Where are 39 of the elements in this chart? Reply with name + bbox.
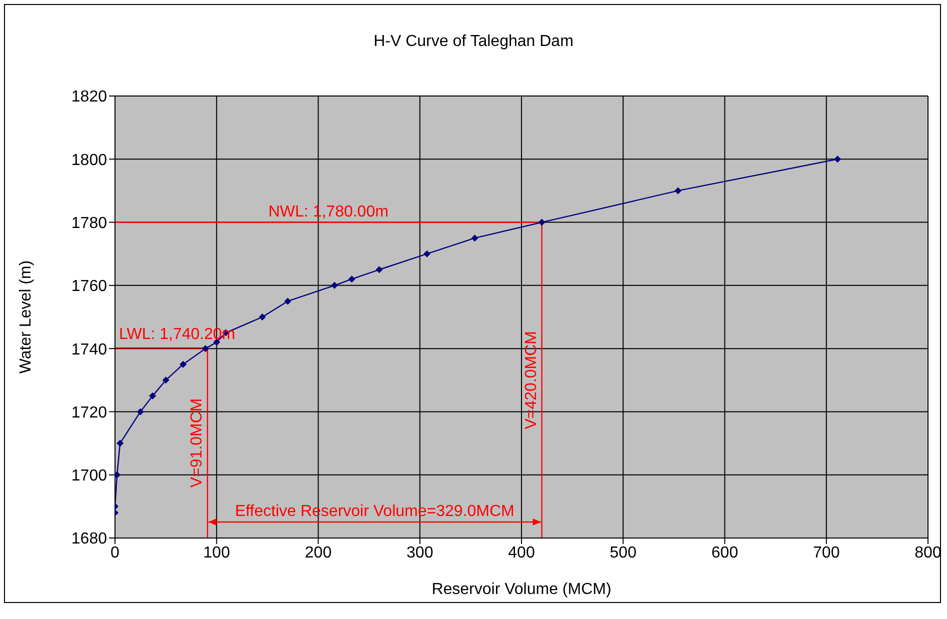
point: [180, 360, 187, 368]
point: [471, 234, 478, 242]
x-tick-label: 600: [711, 544, 738, 562]
x-tick-label: 300: [406, 544, 434, 562]
x-tick-label: 700: [813, 544, 840, 562]
point: [162, 376, 170, 384]
chart-title: H-V Curve of Taleghan Dam: [372, 33, 574, 51]
point: [376, 266, 383, 274]
x-tick-label: 100: [203, 544, 230, 562]
point: [136, 408, 144, 416]
point: [423, 250, 430, 258]
x-tick-label: 800: [914, 544, 942, 562]
ref-line-label: V=91.0MCM: [188, 398, 206, 488]
y-tick-label: 1740: [71, 341, 108, 358]
x-tick-label: 0: [110, 544, 120, 562]
x-tick-label: 200: [304, 544, 332, 562]
point: [202, 345, 209, 352]
point: [348, 276, 356, 283]
point: [834, 156, 842, 163]
y-tick-label: 1680: [71, 530, 108, 548]
point: [149, 392, 156, 400]
y-tick-label: 1720: [71, 404, 108, 422]
point: [674, 187, 682, 194]
y-tick-label: 1700: [71, 468, 108, 485]
point: [115, 471, 121, 478]
x-tick-label: 400: [508, 544, 535, 562]
point: [258, 314, 266, 320]
y-tick-label: 1800: [71, 152, 108, 169]
y-tick-label: 1760: [71, 278, 108, 296]
ref-line-label: V=420.0MCM: [522, 331, 540, 430]
y-tick-label: 1780: [71, 214, 108, 232]
point: [331, 282, 338, 289]
x-axis-title: Reservoir Volume (MCM): [432, 581, 612, 598]
point: [116, 440, 124, 447]
x-tick-label: 500: [610, 544, 637, 562]
point: [538, 218, 546, 226]
y-tick-label: 1820: [71, 88, 108, 106]
point: [284, 298, 292, 305]
y-axis-title: Water Level (m): [18, 260, 35, 374]
